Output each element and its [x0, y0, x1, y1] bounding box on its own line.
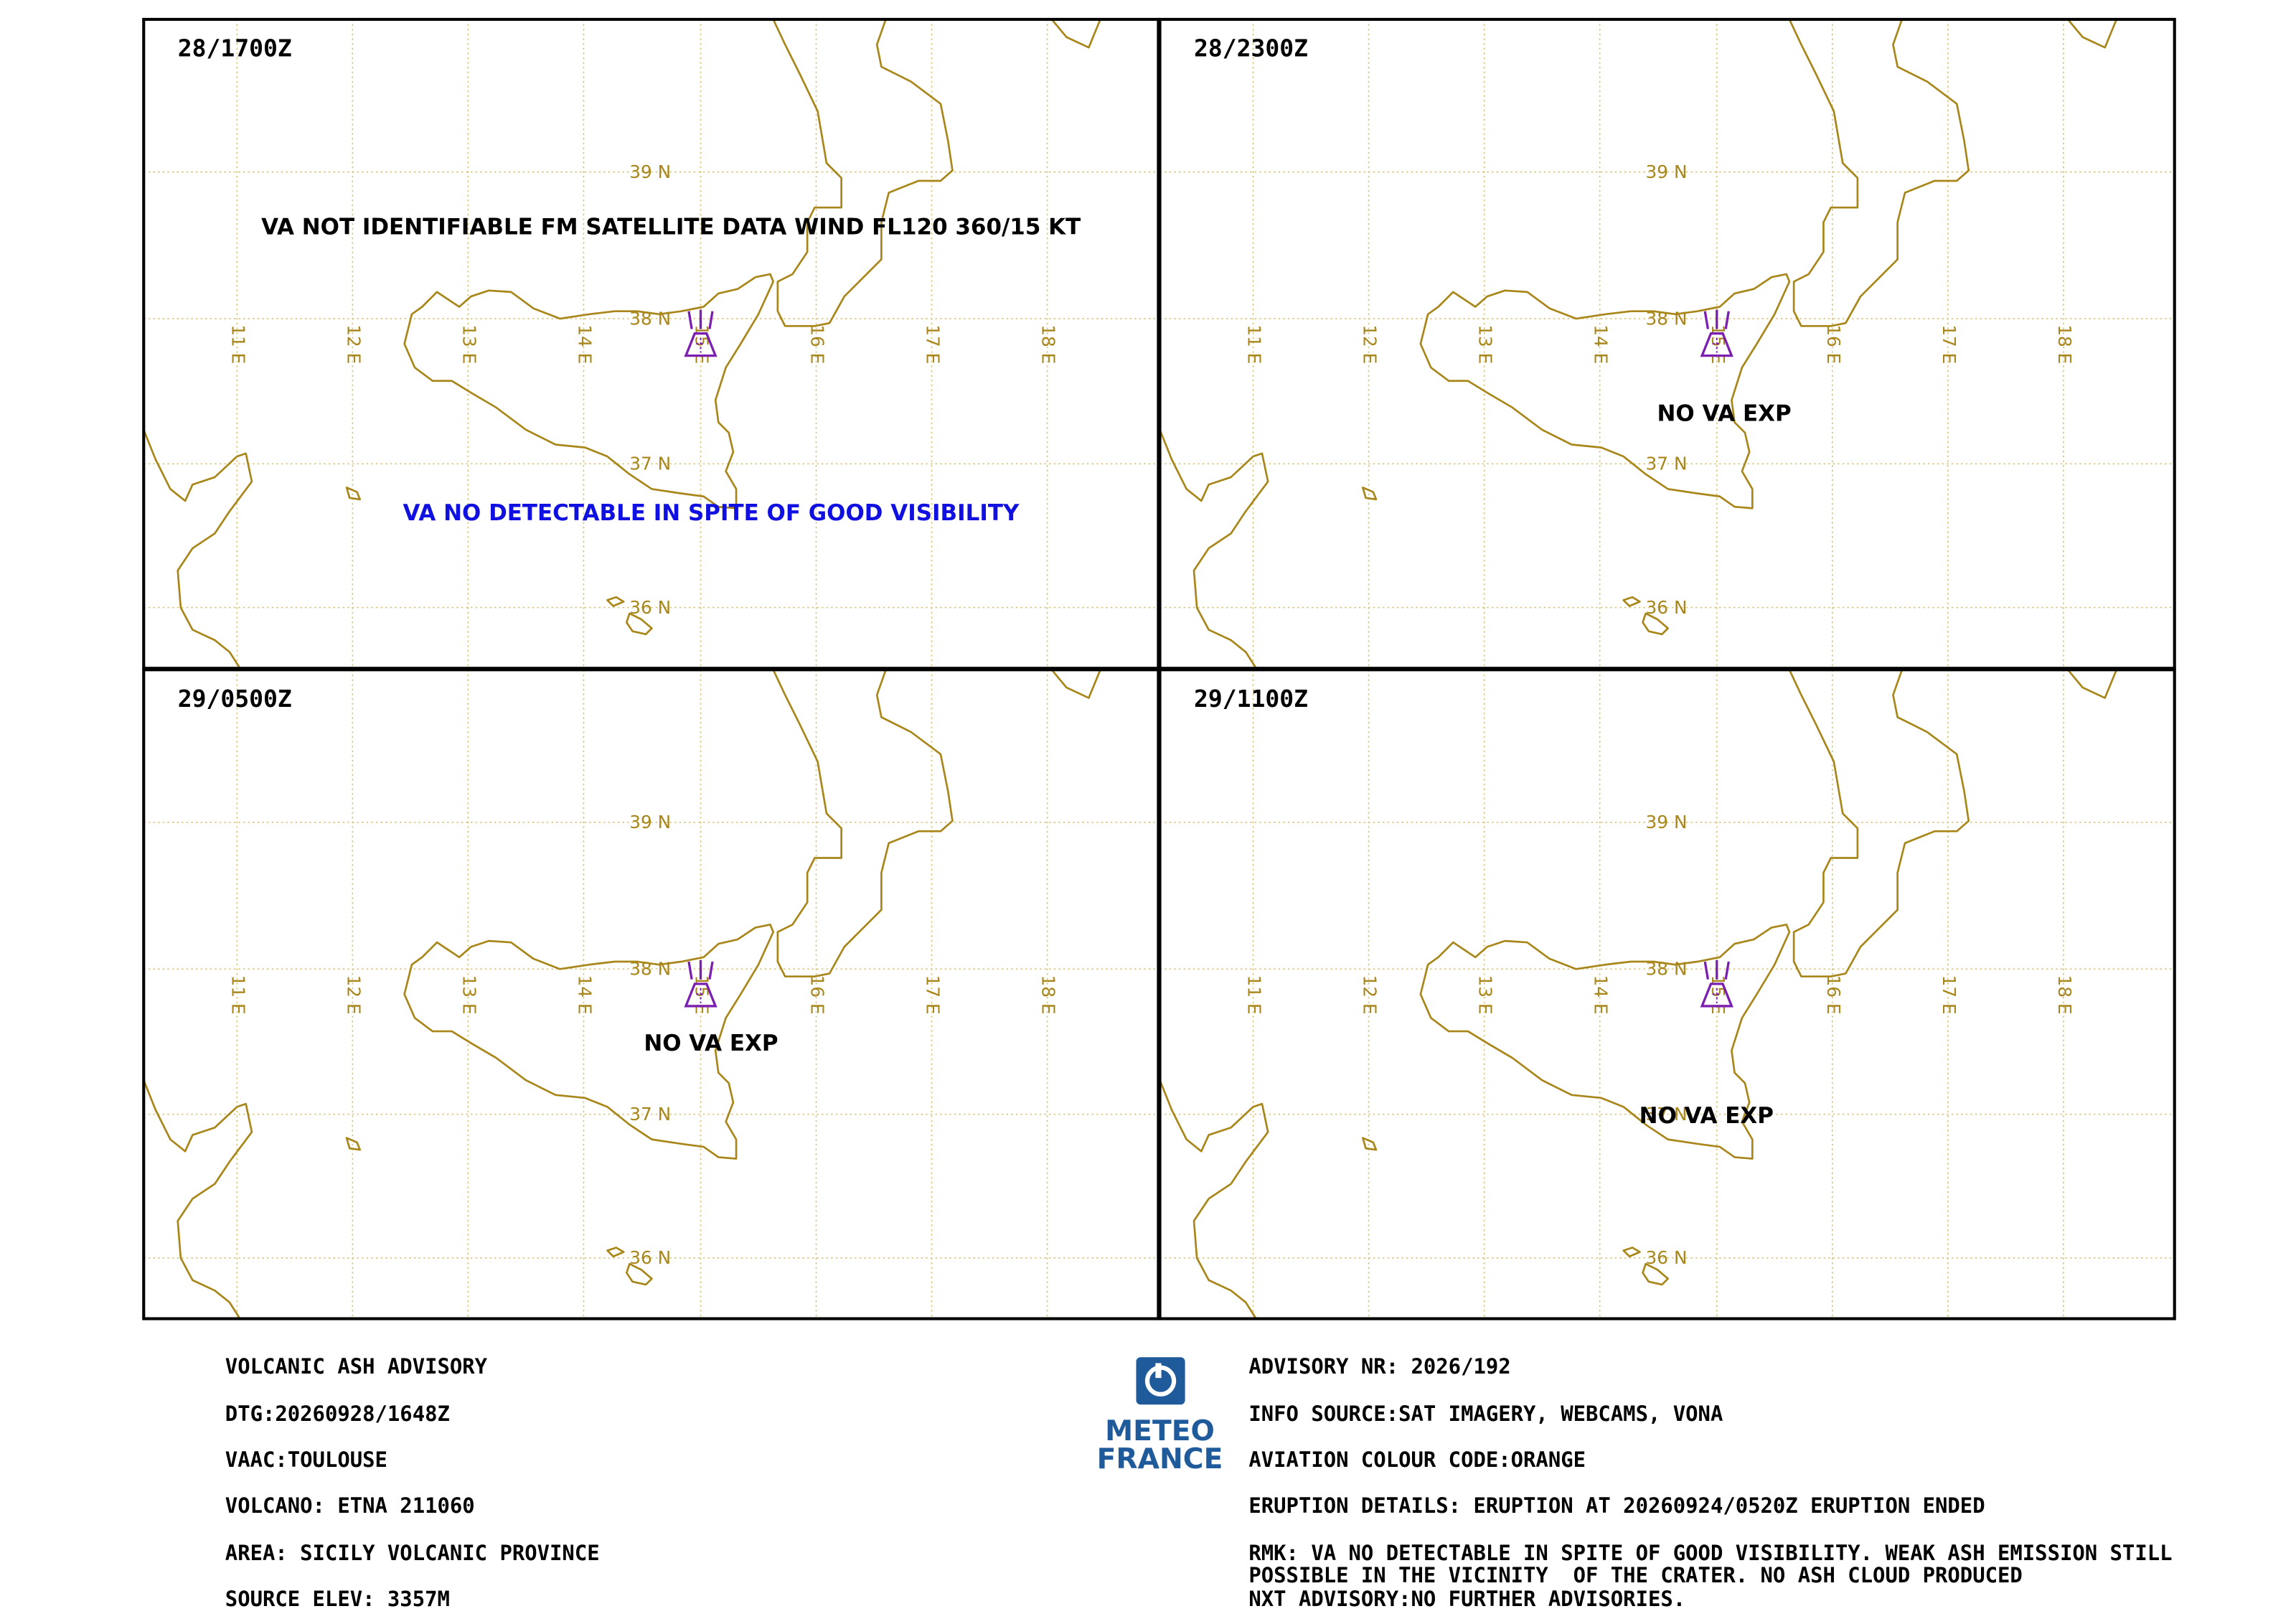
lon-label: 16 E — [807, 975, 828, 1015]
coastline — [144, 670, 1102, 1319]
panel-border — [1158, 668, 2176, 1320]
lat-label: 39 N — [629, 812, 671, 832]
lat-label: 37 N — [1646, 454, 1688, 474]
panel-time: 28/2300Z — [1194, 34, 1308, 62]
lat-label: 39 N — [1646, 161, 1688, 182]
logo-mark — [1155, 1363, 1162, 1379]
panel-border — [142, 17, 1160, 670]
lon-label: 18 E — [1038, 975, 1059, 1015]
annotation: VA NOT IDENTIFIABLE FM SATELLITE DATA WI… — [261, 214, 1081, 240]
lat-label: 39 N — [1646, 812, 1688, 832]
lat-label: 39 N — [629, 161, 671, 182]
lat-label: 36 N — [1646, 1247, 1688, 1268]
annotation: NO VA EXP — [1657, 400, 1791, 426]
lon-label: 16 E — [807, 324, 828, 364]
lon-label: 17 E — [1939, 975, 1959, 1015]
lon-label: 11 E — [227, 975, 248, 1015]
lat-label: 38 N — [629, 959, 671, 980]
lon-label: 12 E — [343, 975, 364, 1015]
lon-label: 16 E — [1823, 324, 1844, 364]
logo-mark — [1136, 1357, 1185, 1405]
lon-label: 12 E — [1360, 324, 1380, 364]
lon-label: 13 E — [1475, 975, 1496, 1015]
lon-label: 12 E — [343, 324, 364, 364]
footer-line: AREA: SICILY VOLCANIC PROVINCE — [225, 1541, 600, 1565]
panel-border — [1158, 17, 2176, 670]
footer-line: INFO SOURCE:SAT IMAGERY, WEBCAMS, VONA — [1248, 1402, 1723, 1426]
map-content — [144, 670, 1159, 1319]
panel-border — [142, 668, 1160, 1320]
footer-line: ERUPTION DETAILS: ERUPTION AT 20260924/0… — [1248, 1493, 1985, 1518]
lat-label: 36 N — [629, 1247, 671, 1268]
lat-label: 37 N — [629, 1104, 671, 1125]
map-content — [144, 19, 1159, 669]
lon-label: 13 E — [1475, 324, 1496, 364]
footer-line: VAAC:TOULOUSE — [225, 1447, 387, 1472]
map-panel: 39 N38 N37 N36 N11 E12 E13 E14 E15 E16 E… — [142, 668, 1160, 1320]
coastline — [144, 19, 1102, 669]
logo-text: METEO — [1105, 1415, 1215, 1447]
map-panel: 39 N38 N37 N36 N11 E12 E13 E14 E15 E16 E… — [1158, 668, 2176, 1320]
map-panel: 39 N38 N37 N36 N11 E12 E13 E14 E15 E16 E… — [1158, 17, 2176, 670]
lon-label: 13 E — [458, 324, 479, 364]
lon-label: 18 E — [2054, 324, 2075, 364]
panel-time: 29/0500Z — [178, 685, 292, 713]
lon-label: 17 E — [1939, 324, 1959, 364]
footer-line: AVIATION COLOUR CODE:ORANGE — [1248, 1447, 1586, 1472]
coastline — [1159, 670, 2118, 1319]
lat-label: 38 N — [1646, 959, 1688, 980]
footer-line: RMK: VA NO DETECTABLE IN SPITE OF GOOD V… — [1248, 1541, 2172, 1565]
lat-label: 37 N — [1646, 1104, 1688, 1125]
logo-text: FRANCE — [1097, 1443, 1223, 1475]
footer-line: ADVISORY NR: 2026/192 — [1248, 1354, 1510, 1379]
footer-line: VOLCANIC ASH ADVISORY — [225, 1354, 488, 1379]
lon-label: 13 E — [458, 975, 479, 1015]
lon-label: 14 E — [574, 324, 595, 364]
footer-line: POSSIBLE IN THE VICINITY OF THE CRATER. … — [1248, 1563, 2022, 1587]
annotation: NO VA EXP — [1639, 1103, 1774, 1129]
lon-label: 14 E — [1591, 975, 1612, 1015]
lat-label: 38 N — [629, 308, 671, 329]
annotation: VA NO DETECTABLE IN SPITE OF GOOD VISIBI… — [403, 500, 1020, 526]
panel-time: 29/1100Z — [1194, 685, 1308, 713]
map-content — [1159, 19, 2175, 669]
annotation: NO VA EXP — [644, 1031, 778, 1056]
lon-label: 11 E — [1244, 975, 1265, 1015]
lon-label: 11 E — [1244, 324, 1265, 364]
lon-label: 17 E — [923, 324, 944, 364]
lon-label: 12 E — [1360, 975, 1380, 1015]
lon-label: 18 E — [2054, 975, 2075, 1015]
lon-label: 14 E — [1591, 324, 1612, 364]
lat-label: 37 N — [629, 454, 671, 474]
lon-label: 11 E — [227, 324, 248, 364]
lat-label: 36 N — [1646, 597, 1688, 618]
coastline — [1159, 19, 2118, 669]
panel-time: 28/1700Z — [178, 34, 292, 62]
footer-line: SOURCE ELEV: 3357M — [225, 1587, 450, 1611]
lon-label: 17 E — [923, 975, 944, 1015]
footer-line: NXT ADVISORY:NO FURTHER ADVISORIES. — [1248, 1587, 1685, 1611]
footer-line: VOLCANO: ETNA 211060 — [225, 1493, 475, 1518]
lat-label: 38 N — [1646, 308, 1688, 329]
lon-label: 18 E — [1038, 324, 1059, 364]
lon-label: 16 E — [1823, 975, 1844, 1015]
footer-line: DTG:20260928/1648Z — [225, 1402, 450, 1426]
map-panel: 39 N38 N37 N36 N11 E12 E13 E14 E15 E16 E… — [142, 17, 1160, 670]
lat-label: 36 N — [629, 597, 671, 618]
lon-label: 14 E — [574, 975, 595, 1015]
map-content — [1159, 670, 2175, 1319]
